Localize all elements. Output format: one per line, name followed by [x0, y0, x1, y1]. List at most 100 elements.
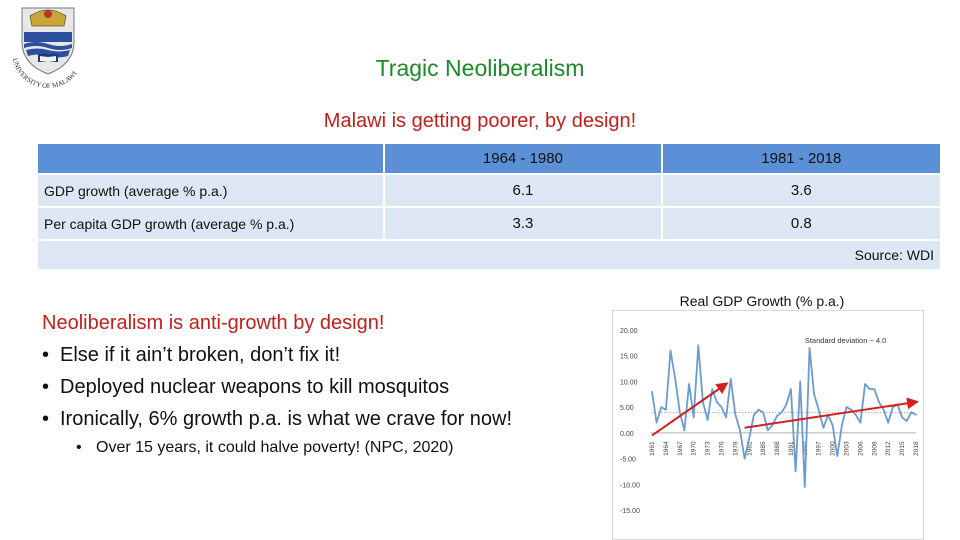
data-point	[743, 457, 746, 460]
data-point	[836, 455, 839, 457]
y-tick-label: -5.00	[620, 457, 636, 464]
data-point	[878, 401, 880, 403]
data-point	[868, 388, 871, 390]
data-point	[748, 437, 751, 439]
table-header-row: 1964 - 1980 1981 - 2018	[35, 142, 943, 175]
data-point	[901, 416, 903, 419]
data-point	[799, 380, 802, 383]
data-point	[831, 424, 834, 426]
chart-title: Real GDP Growth (% p.a.)	[679, 293, 845, 309]
x-tick-label: 1979	[732, 441, 739, 456]
data-point	[739, 429, 741, 432]
growth-table: 1964 - 1980 1981 - 2018 GDP growth (aver…	[35, 142, 943, 271]
data-point	[766, 429, 769, 432]
table-row: GDP growth (average % p.a.) 6.1 3.6	[35, 173, 943, 208]
data-point	[845, 406, 848, 408]
bullet-icon: •	[76, 439, 82, 456]
sub-list-item: • Over 15 years, it could halve poverty! …	[76, 435, 602, 461]
data-point	[790, 388, 792, 390]
data-point	[892, 406, 894, 408]
list-item: • Else if it ain’t broken, don’t fix it!	[42, 339, 602, 371]
data-point	[683, 429, 686, 432]
data-point	[822, 426, 825, 429]
list-item: • Deployed nuclear weapons to kill mosqui…	[42, 371, 602, 403]
x-tick-label: 1961	[649, 441, 656, 456]
y-tick-label: -15.00	[620, 508, 640, 515]
bullet-list: Neoliberalism is anti-growth by design! …	[42, 308, 602, 461]
x-tick-label: 2015	[899, 441, 906, 456]
row-label: Per capita GDP growth (average % p.a.)	[35, 206, 386, 241]
data-point	[660, 406, 663, 408]
trend-arrow	[744, 397, 919, 429]
x-tick-label: 1985	[760, 441, 767, 456]
y-tick-label: 10.00	[620, 379, 638, 386]
data-point	[804, 486, 806, 488]
x-tick-label: 2003	[844, 441, 851, 456]
y-tick-label: 0.00	[620, 431, 634, 438]
data-point	[785, 403, 788, 406]
list-item-text: Deployed nuclear weapons to kill mosquit…	[60, 376, 450, 398]
x-tick-label: 1973	[705, 441, 712, 456]
data-point	[850, 408, 852, 411]
gdp-growth-chart: 20.00 15.00 10.00 5.00 0.00 -5.00 -10.00 -15.00…	[612, 310, 924, 540]
data-point	[757, 408, 760, 411]
trend-arrow	[651, 382, 729, 437]
data-point	[716, 401, 718, 403]
x-tick-label: 1967	[677, 441, 684, 456]
x-tick-label: 2006	[857, 441, 864, 456]
data-point	[859, 421, 862, 424]
university-logo: UNIVERSITY OF MALAWI	[2, 2, 94, 94]
data-point	[678, 411, 681, 414]
data-point	[688, 383, 690, 385]
y-tick-label: 20.00	[620, 328, 638, 335]
x-tick-label: 1988	[774, 441, 781, 456]
bullet-icon: •	[42, 376, 50, 398]
data-point	[854, 414, 857, 416]
data-point	[817, 408, 820, 411]
x-tick-label: 2000	[830, 441, 837, 456]
table-source-row: Source: WDI	[36, 239, 942, 271]
data-point	[674, 378, 676, 380]
data-point	[720, 406, 723, 408]
data-point	[910, 411, 913, 414]
data-point	[905, 420, 908, 422]
bullet-heading: Neoliberalism is anti-growth by design!	[42, 312, 385, 334]
x-tick-label: 2009	[871, 441, 878, 456]
data-point	[776, 415, 778, 417]
y-tick-label: -10.00	[620, 482, 640, 489]
x-tick-label: 1970	[691, 441, 698, 456]
x-tick-label: 1997	[816, 441, 823, 456]
row-label: GDP growth (average % p.a.)	[35, 173, 386, 208]
row-value: 3.3	[383, 206, 663, 241]
table-header-cell: 1964 - 1980	[383, 142, 663, 175]
bullet-icon: •	[42, 344, 50, 366]
y-tick-label: 15.00	[620, 354, 638, 361]
series-line	[651, 344, 917, 488]
data-point	[669, 349, 672, 352]
data-point	[762, 411, 764, 414]
data-point	[887, 421, 890, 424]
data-point	[915, 414, 917, 416]
data-point	[841, 424, 843, 426]
row-value: 0.8	[660, 206, 943, 241]
data-point	[697, 344, 700, 347]
x-tick-label: 1991	[788, 441, 795, 456]
source-note: Source: WDI	[36, 239, 942, 271]
x-tick-label: 1964	[663, 441, 670, 456]
data-point	[729, 378, 732, 380]
x-tick-label: 2012	[885, 441, 892, 456]
data-point	[692, 416, 695, 419]
data-point	[734, 414, 737, 416]
x-tick-label: 1976	[718, 441, 725, 456]
chart-annotation: Standard deviation ~ 4.0	[805, 336, 887, 345]
university-of-malawi-crest-icon: UNIVERSITY OF MALAWI	[11, 7, 79, 90]
data-point	[794, 470, 797, 473]
y-tick-label: 5.00	[620, 405, 634, 412]
data-point	[702, 401, 704, 403]
data-point	[780, 411, 783, 414]
data-point	[813, 393, 815, 396]
data-point	[864, 383, 866, 385]
x-tick-label: 1982	[746, 441, 753, 456]
data-point	[725, 416, 727, 419]
page-subtitle: Malawi is getting poorer, by design!	[323, 110, 637, 132]
